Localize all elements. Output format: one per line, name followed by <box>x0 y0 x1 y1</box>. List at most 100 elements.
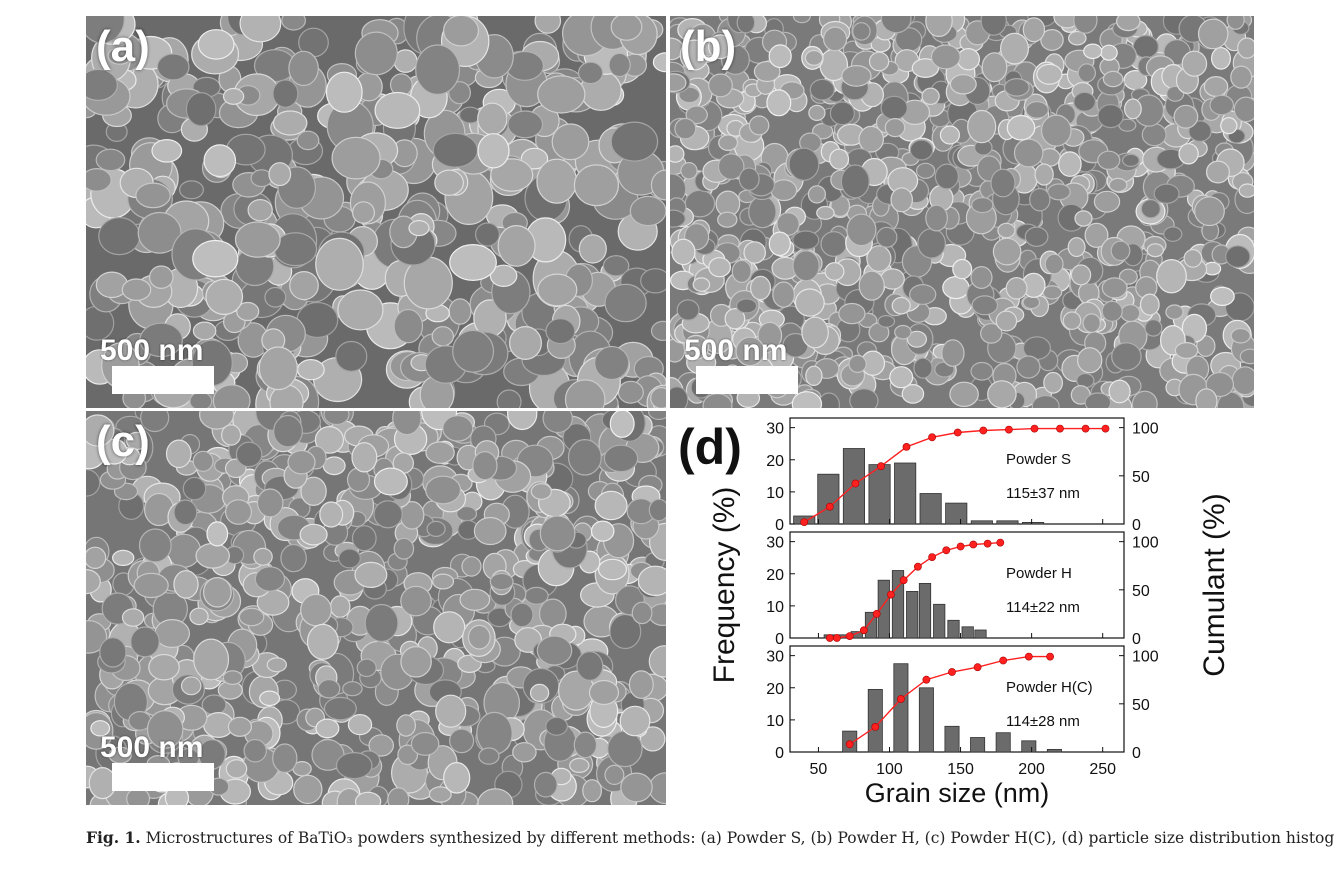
histogram-bar <box>944 725 960 753</box>
sem-grain <box>1209 94 1234 116</box>
sem-grain <box>804 49 824 66</box>
sem-grain <box>1101 277 1128 299</box>
sem-grain <box>609 411 635 438</box>
sem-grain <box>1195 388 1218 408</box>
histogram-bar <box>974 629 987 639</box>
sem-grain <box>590 520 615 542</box>
sem-grain <box>1141 123 1167 147</box>
sem-grain <box>735 298 758 314</box>
sem-grain <box>173 499 198 526</box>
sem-grain <box>970 361 994 381</box>
sem-grain <box>1084 222 1109 248</box>
sem-grain <box>222 670 243 686</box>
sem-grain <box>272 743 298 773</box>
sem-grain <box>299 523 328 546</box>
sem-grain <box>287 449 316 475</box>
sem-grain <box>443 16 479 47</box>
sem-grain <box>182 476 207 501</box>
sem-grain <box>670 386 689 408</box>
sem-grain <box>489 572 514 591</box>
sem-grain <box>130 626 160 658</box>
sem-grain <box>820 231 848 257</box>
sem-grain <box>189 607 209 626</box>
sem-grain <box>791 391 823 408</box>
sem-grain <box>608 52 631 78</box>
sem-grain <box>736 16 756 34</box>
sem-grain <box>1116 16 1141 32</box>
sem-image-c: (c) 500 nm <box>86 411 666 805</box>
sem-grain <box>1165 304 1184 320</box>
sem-grain <box>648 498 666 522</box>
panel-label-b: (b) <box>680 22 737 71</box>
sem-grain <box>805 365 823 386</box>
sem-grain <box>588 679 620 706</box>
sem-grain <box>1040 29 1064 51</box>
sem-grain <box>1025 101 1049 119</box>
sem-grain <box>137 211 182 254</box>
sem-grain <box>997 222 1016 239</box>
sem-grain <box>199 411 235 430</box>
sem-grain <box>212 384 251 408</box>
sem-grain <box>273 414 303 448</box>
sem-grain <box>1034 163 1054 186</box>
sem-grain <box>539 515 576 552</box>
sem-grain <box>717 153 745 180</box>
sem-grain <box>507 411 538 431</box>
y-tick-label: 20 <box>766 567 784 584</box>
sem-grain <box>564 379 606 408</box>
sem-grain <box>315 237 364 291</box>
sem-grain <box>392 411 422 436</box>
sem-grain <box>829 148 850 170</box>
sem-grain <box>264 286 287 308</box>
sem-grain <box>86 68 118 101</box>
sem-grain <box>674 117 697 140</box>
sem-grain <box>225 499 253 525</box>
sem-grain <box>858 125 884 153</box>
sem-grain <box>1036 63 1063 85</box>
sem-grain <box>670 73 687 93</box>
sem-grain <box>121 278 152 301</box>
sem-grain <box>448 81 472 105</box>
sem-grain <box>708 34 733 60</box>
sem-grain <box>205 278 244 315</box>
sem-grain <box>849 388 879 408</box>
x-tick-label: 250 <box>1089 761 1116 778</box>
histogram-bar <box>864 611 878 639</box>
sem-grain <box>619 705 651 737</box>
sem-grain <box>768 231 791 257</box>
sem-grain <box>473 516 507 546</box>
sem-grain <box>100 438 128 465</box>
sem-grain <box>1226 16 1245 30</box>
sem-grain <box>86 546 107 569</box>
cumulative-point <box>948 668 956 676</box>
sem-grain <box>373 467 408 496</box>
sem-grain <box>434 169 465 196</box>
sem-grain <box>1042 285 1063 300</box>
sem-grain <box>325 71 363 113</box>
sem-grain <box>393 308 424 344</box>
sem-grain <box>1031 395 1060 408</box>
sem-grain <box>107 47 133 65</box>
y-right-tick-label: 50 <box>1132 469 1150 486</box>
sem-grain <box>981 52 1008 83</box>
sem-grain <box>941 339 965 367</box>
sem-grain <box>476 711 513 755</box>
histogram-bar <box>1021 740 1037 753</box>
sem-grain <box>472 450 498 481</box>
sem-grain <box>1140 198 1161 219</box>
sem-grain <box>397 744 419 766</box>
sem-grain <box>1047 183 1071 201</box>
cumulative-point <box>979 426 988 435</box>
sem-grain <box>95 148 126 172</box>
sem-grain <box>99 637 127 668</box>
sem-grain <box>272 110 308 136</box>
sem-grain <box>708 257 731 278</box>
sem-grain <box>410 731 440 756</box>
sem-grain <box>351 525 377 552</box>
sem-grain <box>930 44 961 70</box>
sem-grain <box>90 720 111 737</box>
sem-grain <box>202 577 232 608</box>
sem-grain <box>1139 293 1160 316</box>
sem-grain <box>824 262 845 281</box>
cumulative-point <box>859 626 868 635</box>
